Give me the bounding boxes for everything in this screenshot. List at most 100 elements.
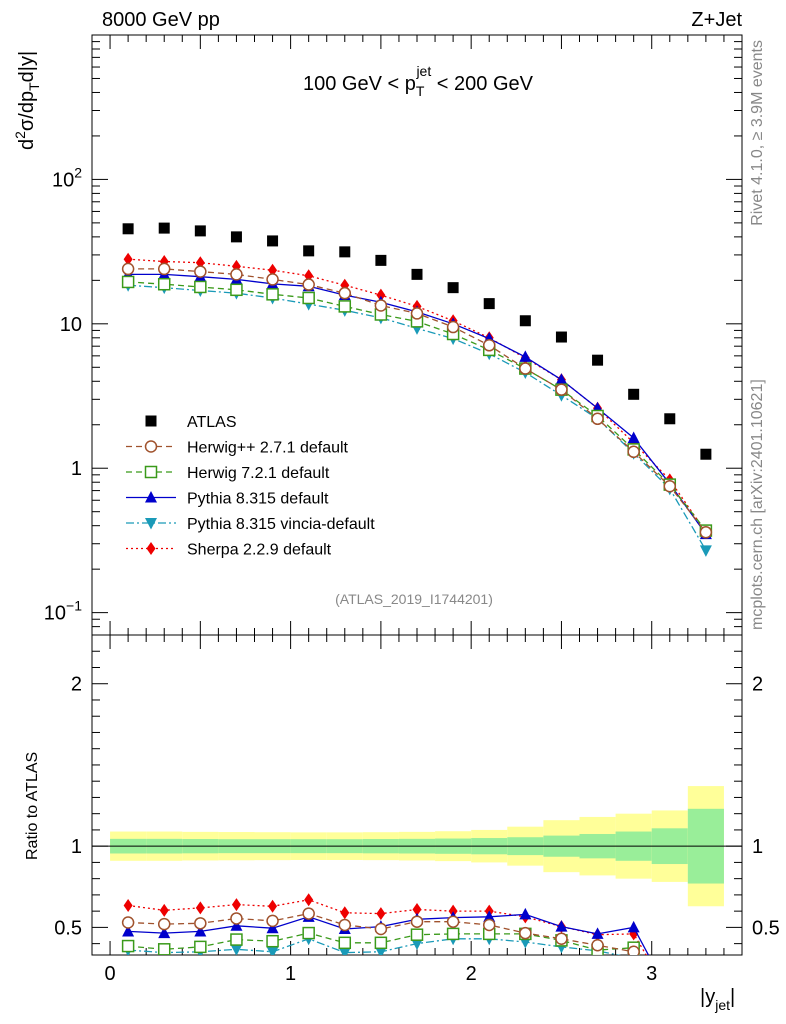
ratio-point-herwig7 xyxy=(266,934,279,948)
legend-label-pythia: Pythia 8.315 default xyxy=(187,491,329,508)
ratio-point-vincia xyxy=(411,938,423,951)
data-point-herwig7 xyxy=(194,280,207,294)
ratio-y-tick-label-right: 2 xyxy=(752,674,763,696)
data-point-ATLAS xyxy=(519,315,531,327)
legend: ATLAS Herwig++ 2.7.1 default Herwig 7.2.1 … xyxy=(126,414,375,559)
data-point-ATLAS xyxy=(122,223,134,235)
data-point-ATLAS xyxy=(230,231,242,243)
data-point-ATLAS xyxy=(592,354,604,366)
data-point-herwigpp xyxy=(266,273,279,286)
ratio-line-herwig7 xyxy=(128,932,641,955)
ratio-point-sherpa xyxy=(195,901,205,915)
data-point-ATLAS xyxy=(411,268,423,280)
data-point-ATLAS xyxy=(483,298,495,310)
data-point-sherpa xyxy=(268,263,278,277)
main-y-tick-label-exp: −1 xyxy=(66,598,82,614)
data-point-herwigpp xyxy=(302,278,315,291)
data-point-sherpa xyxy=(376,288,386,302)
ratio-point-herwigpp xyxy=(338,918,352,932)
main-y-tick-label: 10 xyxy=(60,314,82,336)
ratio-point-herwig7 xyxy=(374,936,388,950)
ratio-line-sherpa xyxy=(128,899,647,955)
ratio-line-herwigpp xyxy=(128,912,638,955)
header-left: 8000 GeV pp xyxy=(102,9,220,31)
data-point-herwig7 xyxy=(266,288,279,301)
legend-entry-pythia: Pythia 8.315 default xyxy=(126,491,329,508)
ratio-point-sherpa xyxy=(412,903,422,917)
ratio-point-pythia xyxy=(555,920,568,932)
ylabel-T: T xyxy=(26,82,42,91)
title-sup: jet xyxy=(415,63,431,79)
ratio-point-pythia xyxy=(591,927,604,939)
ratio-point-herwigpp xyxy=(555,932,568,946)
ratio-y-tick-label: 1 xyxy=(71,836,82,858)
ratio-point-pythia xyxy=(194,924,207,937)
data-point-ATLAS xyxy=(664,413,676,425)
ratio-point-pythia xyxy=(266,921,279,934)
x-tick-label: 1 xyxy=(285,963,296,985)
ratio-y-tick-label: 0.5 xyxy=(54,917,82,939)
legend-label-sherpa: Sherpa 2.2.9 default xyxy=(187,542,332,559)
ratio-point-herwigpp xyxy=(410,915,424,928)
data-point-pythia xyxy=(519,350,532,362)
legend-label-herwig7: Herwig 7.2.1 default xyxy=(187,465,330,482)
legend-marker-vincia xyxy=(145,518,157,530)
main-y-tick-label-base: 10 xyxy=(44,603,66,625)
data-point-ATLAS xyxy=(375,254,387,266)
data-point-herwigpp xyxy=(482,339,496,352)
ratio-point-herwigpp xyxy=(121,916,135,929)
data-point-herwigpp xyxy=(446,320,460,334)
x-tick-label: 0 xyxy=(104,963,115,985)
title-suffix: < 200 GeV xyxy=(431,73,533,95)
data-point-ATLAS xyxy=(700,448,712,460)
ratio-point-sherpa xyxy=(340,906,350,920)
ratio-point-sherpa xyxy=(159,903,169,917)
main-plot-title: 100 GeV < pTjet < 200 GeV xyxy=(303,63,534,99)
main-plot-panel: 100 GeV < pTjet < 200 GeV d2σ/dpTd|y| 10… xyxy=(12,34,743,636)
analysis-watermark: (ATLAS_2019_I1744201) xyxy=(335,591,493,607)
xlabel-end: | xyxy=(730,986,735,1008)
data-point-ATLAS xyxy=(303,245,315,257)
ratio-point-herwigpp xyxy=(482,918,496,932)
legend-entry-ATLAS: ATLAS xyxy=(145,414,237,431)
ratio-point-herwig7 xyxy=(410,928,424,941)
data-point-herwigpp xyxy=(555,383,568,396)
ratio-point-herwigpp xyxy=(230,912,243,925)
data-point-herwig7 xyxy=(157,277,171,291)
title-prefix: 100 GeV < p xyxy=(303,73,416,95)
ratio-point-pythia xyxy=(483,910,496,922)
data-point-ATLAS xyxy=(628,388,640,400)
data-point-herwig7 xyxy=(338,300,352,313)
ratio-point-herwig7 xyxy=(446,927,460,941)
legend-marker-herwigpp xyxy=(144,440,158,453)
ratio-point-herwigpp xyxy=(266,914,279,928)
ratio-point-herwig7 xyxy=(157,943,171,955)
ratio-point-pythia xyxy=(519,907,532,920)
ratio-y-tick-label-right: 0.5 xyxy=(752,917,780,939)
ratio-point-herwigpp xyxy=(591,939,604,952)
main-y-tick-label-base: 1 xyxy=(71,458,82,480)
ratio-series-herwig7 xyxy=(121,926,641,955)
ratio-point-pythia xyxy=(122,924,135,937)
ratio-point-sherpa xyxy=(376,907,386,921)
ratio-series-herwigpp xyxy=(121,907,640,955)
ratio-point-sherpa xyxy=(304,893,314,907)
ratio-point-herwig7 xyxy=(121,939,135,953)
ylabel-rest: d|y| xyxy=(16,51,38,83)
ratio-point-pythia xyxy=(158,926,171,939)
title-sub: T xyxy=(416,83,425,99)
series-herwig7 xyxy=(121,275,713,537)
ratio-point-herwigpp xyxy=(446,915,460,928)
legend-marker-herwig7 xyxy=(144,465,158,479)
ratio-y-tick-label-right: 1 xyxy=(752,836,763,858)
legend-marker-pythia xyxy=(145,491,157,503)
legend-label-ATLAS: ATLAS xyxy=(187,414,237,431)
ratio-point-herwigpp xyxy=(519,926,532,940)
xlabel-main: |y xyxy=(700,986,715,1008)
ratio-point-sherpa xyxy=(123,898,133,912)
ylabel-d: d xyxy=(16,139,38,150)
main-y-tick-label: 10−1 xyxy=(44,598,82,625)
data-point-ATLAS xyxy=(555,331,567,343)
data-point-herwig7 xyxy=(230,283,243,297)
